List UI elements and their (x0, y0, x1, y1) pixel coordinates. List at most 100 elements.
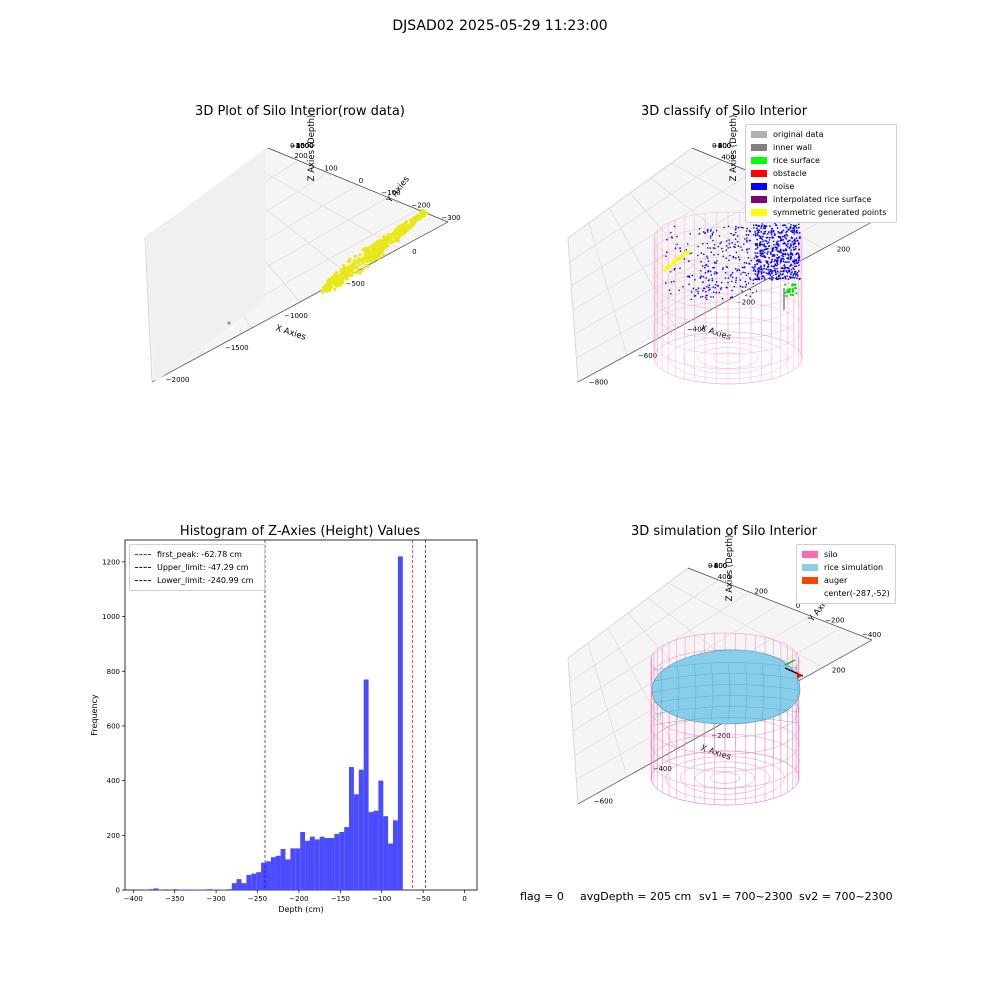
raw-x-tick-label: −500 (346, 280, 365, 288)
classify-legend-swatch (751, 170, 767, 177)
histogram-bar (270, 857, 276, 890)
histogram-bar (339, 832, 345, 890)
classify-legend-label: original data (773, 130, 824, 139)
sim-y-tick-label: −400 (862, 631, 881, 639)
histogram-bar (246, 875, 252, 890)
sv2-text: sv2 = 700~2300 (799, 890, 893, 903)
histogram-x-tick-label: −300 (206, 895, 225, 903)
classify-legend-entry: symmetric generated points (751, 206, 891, 219)
classify-z-axis-label: Z Axies (Depth) (729, 115, 739, 182)
histogram-bar (241, 883, 247, 890)
classify-legend-entry: obstacle (751, 167, 891, 180)
flag-text: flag = 0 (520, 890, 564, 903)
raw-x-tick-label: −2000 (166, 376, 190, 384)
classify-z-tick-label: −400 (712, 142, 731, 150)
histogram-bar (378, 780, 384, 890)
histogram-bar (334, 833, 340, 890)
histogram-bar (295, 848, 301, 890)
sim-legend-entry: rice simulation (802, 561, 890, 574)
raw-z-tick-label: −3500 (290, 142, 314, 150)
histogram-bar (266, 861, 271, 890)
histogram-bar (309, 836, 315, 890)
histogram-plot (122, 539, 478, 893)
histogram-legend-swatch (135, 554, 151, 555)
classify-x-tick-label: 200 (837, 245, 850, 253)
raw-panel-title: 3D Plot of Silo Interior(row data) (195, 104, 405, 119)
classify-z-tick-label: −600 (712, 142, 731, 150)
sim-legend-entry: auger (802, 574, 890, 587)
sim-legend-entry: center(-287,-52) (802, 587, 890, 600)
raw-y-tick-label: −300 (441, 214, 460, 222)
classify-z-tick-label: −800 (712, 142, 731, 150)
histogram-bar (314, 839, 320, 890)
sim-scene (650, 632, 804, 806)
raw-point-cloud (227, 208, 429, 325)
histogram-bar (324, 838, 330, 890)
sim-z-axis-label: Z Axies (Depth) (725, 535, 735, 602)
histogram-bar (202, 889, 208, 890)
raw-y-tick-label: −100 (381, 189, 400, 197)
classify-z-tick-label: 0 (712, 142, 716, 150)
classify-legend-swatch (751, 131, 767, 138)
raw-y-tick-label: 200 (294, 152, 307, 160)
histogram-bar (158, 889, 164, 890)
histogram-x-tick-label: −50 (416, 895, 431, 903)
sim-legend-swatch (802, 551, 818, 558)
sim-legend-label: rice simulation (824, 563, 884, 572)
raw-y-tick-label: 100 (324, 165, 337, 173)
figure-title: DJSAD02 2025-05-29 11:23:00 (392, 18, 608, 34)
raw-x-axis-line (151, 221, 449, 383)
classify-x-tick-label: 0 (792, 272, 796, 280)
histogram-legend-swatch (135, 567, 151, 568)
sim-z-tick-label: −400 (708, 562, 727, 570)
sim-auger-tip (784, 659, 796, 666)
raw-x-tick-label: −1500 (225, 344, 249, 352)
histogram-y-axis-label: Frequency (90, 694, 99, 736)
raw-x-tick-label: 0 (412, 248, 416, 256)
classify-legend-swatch (751, 196, 767, 203)
histogram-y-tick-label: 200 (107, 832, 120, 840)
sim-rice-mesh (653, 662, 799, 726)
histogram-bar (319, 836, 325, 890)
sim-z-tick-label: −800 (708, 562, 727, 570)
histogram-bar (349, 767, 354, 890)
sim-legend-label: center(-287,-52) (824, 589, 890, 598)
sim-legend-swatch (802, 564, 818, 571)
sim-x-tick-label: 200 (832, 666, 845, 674)
classify-legend-swatch (751, 183, 767, 190)
histogram-legend-entry: Upper_limit: -47.29 cm (135, 561, 259, 574)
classify-legend-swatch (751, 144, 767, 151)
raw-x-tick-label: −1000 (284, 312, 308, 320)
histogram-y-tick-label: 800 (107, 668, 120, 676)
raw-z-tick-label: −1000 (290, 142, 314, 150)
histogram-bar (285, 859, 291, 890)
histogram-y-tick-label: 1200 (102, 558, 120, 566)
sim-y-tick-label: −200 (825, 616, 844, 624)
sim-y-tick-label: 200 (755, 588, 768, 596)
histogram-bar (383, 816, 389, 890)
histogram-bar (187, 889, 193, 890)
histogram-x-axis-label: Depth (cm) (278, 905, 323, 914)
histogram-legend-entry: Lower_limit: -240.99 cm (135, 574, 259, 587)
sim-legend-swatch (802, 577, 818, 584)
classify-legend-entry: original data (751, 128, 891, 141)
histogram-bar (373, 810, 379, 890)
classify-legend-swatch (751, 157, 767, 164)
classify-noise-dense (754, 224, 801, 281)
sim-y-tick-label: 400 (718, 573, 731, 581)
sim-z-tick-label: −200 (708, 562, 727, 570)
histogram-bar (344, 827, 350, 890)
histogram-y-tick-label: 600 (107, 722, 120, 730)
raw-z-tick-label: −500 (290, 142, 309, 150)
histogram-y-tick-label: 400 (107, 777, 120, 785)
raw-z-tick-label: −1500 (290, 142, 314, 150)
histogram-y-tick-label: 1000 (102, 613, 120, 621)
sim-x-tick-label: −400 (653, 765, 672, 773)
histogram-bar (256, 872, 262, 890)
histogram-legend-label: first_peak: -62.78 cm (157, 550, 242, 559)
raw-z-tick-label: −3000 (290, 142, 314, 150)
raw-y-tick-label: 0 (359, 177, 363, 185)
raw-z-tick-label: 0 (290, 142, 294, 150)
histogram-x-tick-label: −350 (165, 895, 184, 903)
histogram-bar (329, 838, 335, 890)
